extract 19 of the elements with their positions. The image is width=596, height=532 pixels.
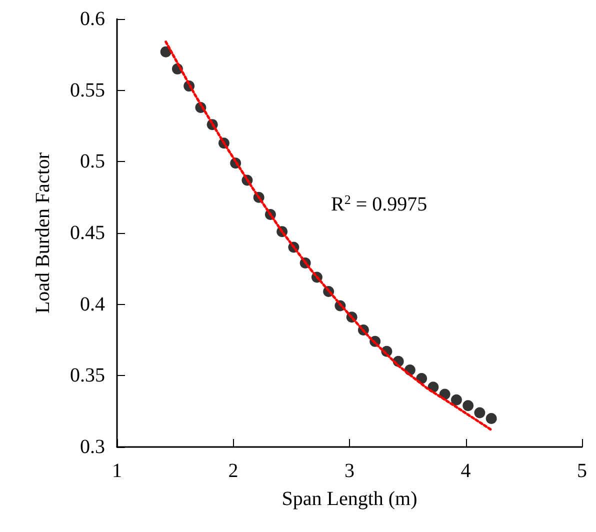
y-tick-label: 0.45 (70, 222, 105, 244)
x-tick-label: 3 (344, 460, 354, 482)
y-tick-label: 0.5 (80, 150, 105, 173)
x-tick-label: 5 (577, 460, 587, 482)
x-tick-label: 1 (112, 460, 122, 482)
y-tick-label: 0.4 (80, 293, 105, 316)
line-series (164, 40, 493, 432)
y-tick-label: 0.3 (80, 436, 105, 458)
y-axis-title: Load Burden Factor (32, 152, 54, 314)
point (462, 400, 474, 412)
x-tick-label: 2 (228, 460, 238, 482)
x-tick-label: 4 (460, 460, 471, 482)
point (486, 412, 497, 424)
point (474, 407, 486, 418)
x-axis-title: Span Length (m) (282, 488, 418, 510)
y-tick-label: 0.55 (70, 79, 105, 102)
y-tick-label: 0.6 (80, 8, 105, 30)
point (450, 394, 462, 406)
y-tick-label: 0.35 (70, 364, 105, 387)
